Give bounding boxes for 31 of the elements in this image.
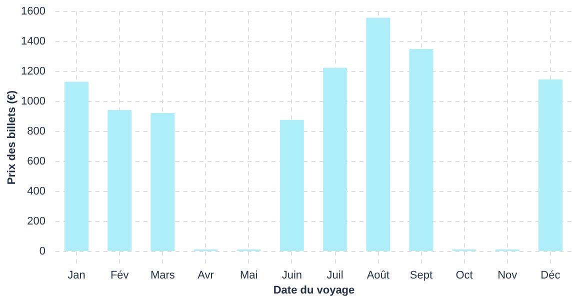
x-tick-label: Juin (282, 270, 302, 282)
x-tick-label: Juil (326, 270, 344, 282)
y-tick-label: 0 (39, 246, 46, 258)
bar (150, 113, 175, 251)
y-tick-label: 1400 (21, 36, 46, 48)
y-tick-label: 1000 (21, 96, 46, 108)
x-tick-label: Mars (150, 270, 176, 282)
y-tick-label: 1600 (21, 6, 46, 18)
y-tick-label: 1200 (21, 66, 46, 78)
bar (108, 110, 132, 251)
bar (64, 82, 89, 251)
x-tick-label: Jan (68, 270, 86, 282)
y-tick-label: 400 (27, 186, 46, 198)
y-axis-title: Prix des billets (€) (6, 90, 18, 185)
y-tick-label: 600 (27, 156, 46, 168)
bar (538, 80, 562, 251)
bar (409, 48, 434, 251)
y-tick-label: 800 (27, 126, 46, 138)
x-tick-label: Août (366, 270, 390, 282)
bar (366, 18, 390, 251)
x-tick-label: Avr (198, 270, 214, 282)
x-tick-label: Nov (498, 270, 518, 282)
x-tick-label: Mai (240, 270, 258, 282)
x-tick-label: Fév (110, 270, 130, 282)
bar (323, 68, 348, 251)
x-tick-label: Oct (456, 270, 473, 282)
x-tick-label: Sept (410, 270, 433, 282)
x-axis-title: Date du voyage (273, 284, 355, 296)
y-tick-label: 200 (27, 216, 46, 228)
x-tick-label: Déc (540, 270, 561, 282)
bar (280, 120, 304, 251)
